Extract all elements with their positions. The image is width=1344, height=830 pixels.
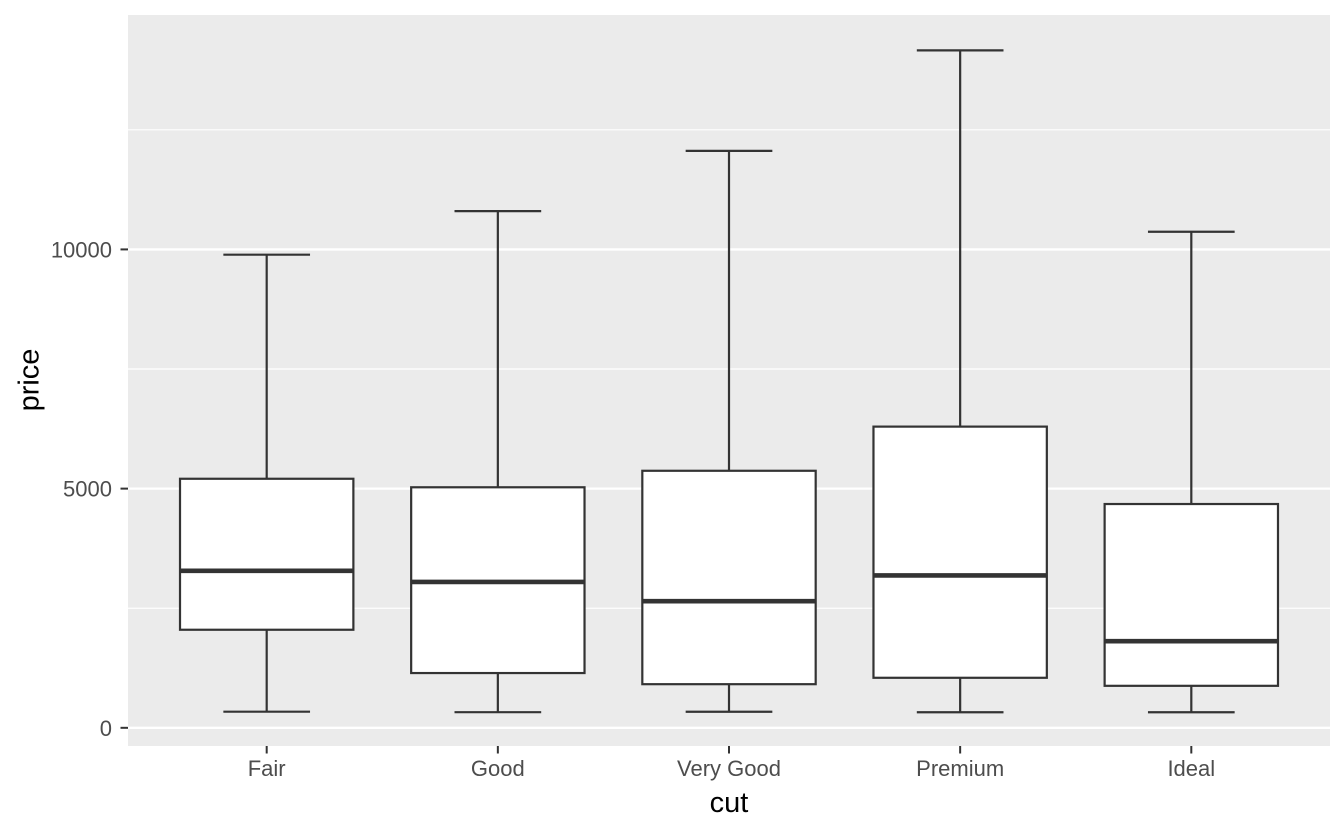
x-tick-label: Very Good xyxy=(677,756,781,781)
x-axis-title: cut xyxy=(709,787,749,819)
iqr-box-premium xyxy=(872,425,1048,679)
x-tick-label: Fair xyxy=(248,756,286,781)
x-tick-label: Good xyxy=(471,756,525,781)
y-tick-label: 10000 xyxy=(51,237,112,262)
y-axis-title: price xyxy=(13,348,46,412)
iqr-box-ideal xyxy=(1103,502,1280,687)
y-tick-label: 0 xyxy=(100,716,112,741)
x-tick-label: Premium xyxy=(916,756,1004,781)
x-tick-label: Ideal xyxy=(1167,756,1215,781)
iqr-box-very-good xyxy=(641,469,817,686)
y-tick-label: 5000 xyxy=(63,477,112,502)
iqr-box-fair xyxy=(178,477,355,631)
